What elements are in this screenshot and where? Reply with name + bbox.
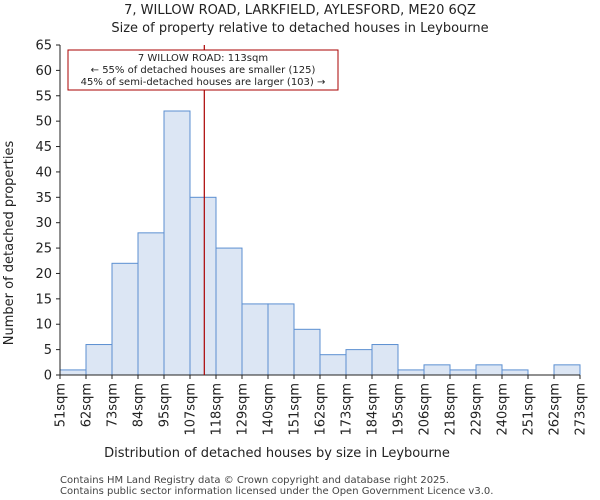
x-tick-label: 140sqm (262, 383, 277, 436)
y-tick-label: 60 (35, 64, 52, 79)
y-tick-label: 15 (35, 292, 52, 307)
x-tick-label: 262sqm (548, 383, 563, 436)
x-tick-label: 162sqm (314, 383, 329, 436)
bar-206sqm (423, 364, 451, 376)
x-tick-label: 184sqm (366, 383, 381, 436)
x-tick-label: 118sqm (210, 383, 225, 436)
y-tick-label: 0 (44, 369, 52, 384)
x-tick-label: 195sqm (392, 383, 407, 436)
annotation-border (67, 49, 339, 91)
bar-129sqm (241, 303, 269, 376)
bar-262sqm (553, 364, 581, 376)
bar-229sqm (475, 364, 503, 376)
x-tick-label: 129sqm (236, 383, 251, 436)
x-tick-label: 173sqm (340, 383, 355, 436)
bar-118sqm (215, 247, 243, 376)
bar-151sqm (293, 328, 321, 376)
x-tick-label: 51sqm (54, 383, 69, 427)
bar-107sqm (189, 196, 217, 376)
bar-140sqm (267, 303, 295, 376)
x-tick-label: 151sqm (288, 383, 303, 436)
y-tick-label: 40 (35, 165, 52, 180)
chart-subtitle: Size of property relative to detached ho… (111, 21, 488, 36)
bar-95sqm (163, 110, 191, 376)
x-tick-label: 240sqm (496, 383, 511, 436)
annotation-line-2: ← 55% of detached houses are smaller (12… (91, 65, 316, 76)
x-tick-label: 84sqm (132, 383, 147, 427)
y-tick-label: 65 (35, 39, 52, 54)
chart-title: 7, WILLOW ROAD, LARKFIELD, AYLESFORD, ME… (124, 3, 476, 18)
y-tick-label: 10 (35, 318, 52, 333)
x-tick-label: 107sqm (184, 383, 199, 436)
y-tick-label: 25 (35, 242, 52, 257)
bar-195sqm (397, 369, 425, 376)
bars (59, 110, 581, 376)
x-tick-label: 73sqm (106, 383, 121, 427)
bar-51sqm (59, 369, 87, 376)
bar-240sqm (501, 369, 529, 376)
bar-62sqm (85, 344, 113, 376)
y-tick-label: 35 (35, 191, 52, 206)
footer-line-1: Contains HM Land Registry data © Crown c… (60, 475, 449, 486)
y-tick-label: 30 (35, 216, 52, 231)
x-tick-label: 95sqm (158, 383, 173, 427)
y-tick-label: 5 (44, 343, 52, 358)
bar-73sqm (111, 262, 139, 376)
annotation-line-3: 45% of semi-detached houses are larger (… (81, 77, 326, 88)
x-tick-label: 273sqm (574, 383, 589, 436)
x-axis: 51sqm 62sqm 73sqm 84sqm 95sqm 107sqm 118sqm 129… (54, 375, 589, 436)
x-tick-label: 206sqm (418, 383, 433, 436)
x-tick-label: 218sqm (444, 383, 459, 436)
y-tick-label: 50 (35, 115, 52, 130)
x-tick-label: 229sqm (470, 383, 485, 436)
x-tick-label: 251sqm (522, 383, 537, 436)
y-axis-label: Number of detached properties (2, 141, 17, 346)
bar-218sqm (449, 369, 477, 376)
y-tick-label: 45 (35, 140, 52, 155)
bar-173sqm (345, 349, 373, 376)
footer-line-2: Contains public sector information licen… (60, 486, 493, 497)
bar-162sqm (319, 354, 347, 376)
x-tick-label: 62sqm (80, 383, 95, 427)
y-tick-label: 55 (35, 89, 52, 104)
annotation-box: 7 WILLOW ROAD: 113sqm ← 55% of detached … (67, 49, 339, 91)
x-axis-label: Distribution of detached houses by size … (104, 446, 450, 461)
bar-184sqm (371, 344, 399, 376)
annotation-line-1: 7 WILLOW ROAD: 113sqm (138, 53, 268, 64)
y-axis: 0 5 10 15 20 25 30 35 40 45 50 55 60 65 (35, 39, 60, 384)
bar-84sqm (137, 232, 165, 376)
y-tick-label: 20 (35, 267, 52, 282)
